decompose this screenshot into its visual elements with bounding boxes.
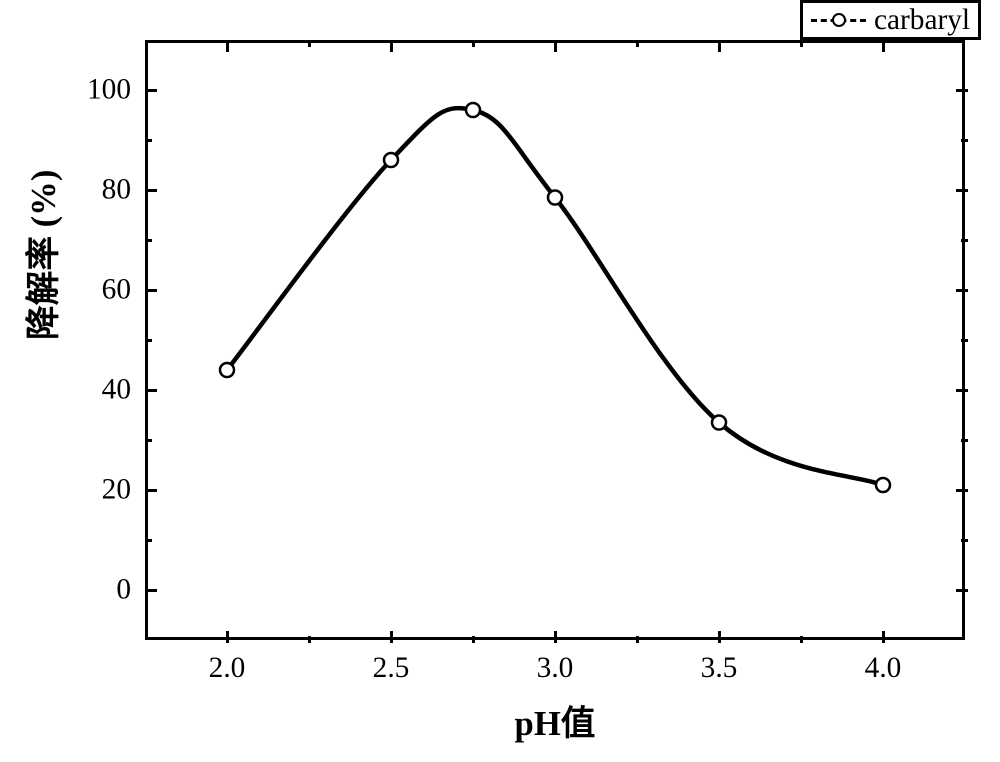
axis-tick	[800, 40, 803, 47]
tick-label: 60	[102, 274, 131, 307]
axis-tick	[226, 40, 229, 52]
axis-tick	[961, 439, 968, 442]
data-marker-icon	[220, 363, 234, 377]
axis-tick	[882, 631, 885, 643]
axis-tick	[472, 40, 475, 47]
axis-tick	[145, 239, 152, 242]
axis-tick	[145, 89, 157, 92]
axis-tick	[718, 40, 721, 52]
axis-tick	[961, 139, 968, 142]
figure: 2.02.53.03.54.0020406080100 pH值 降解率 (%) …	[0, 0, 1000, 762]
axis-tick	[956, 189, 968, 192]
tick-label: 100	[87, 74, 131, 107]
axis-tick	[390, 40, 393, 52]
tick-label: 80	[102, 174, 131, 207]
legend-label: carbaryl	[874, 4, 970, 37]
axis-tick	[636, 636, 639, 643]
axis-tick	[308, 636, 311, 643]
plot-svg	[0, 0, 1000, 762]
tick-label: 3.0	[537, 652, 574, 685]
axis-tick	[145, 439, 152, 442]
axis-tick	[145, 489, 157, 492]
axis-tick	[145, 539, 152, 542]
axis-tick	[308, 40, 311, 47]
axis-tick	[961, 239, 968, 242]
series-line	[227, 108, 883, 485]
data-marker-icon	[876, 478, 890, 492]
axis-tick	[554, 40, 557, 52]
axis-tick	[718, 631, 721, 643]
axis-tick	[145, 139, 152, 142]
x-axis-label: pH值	[515, 695, 596, 745]
axis-tick	[145, 339, 152, 342]
axis-tick	[956, 89, 968, 92]
tick-label: 4.0	[865, 652, 902, 685]
data-marker-icon	[712, 416, 726, 430]
tick-label: 2.0	[209, 652, 246, 685]
tick-label: 2.5	[373, 652, 410, 685]
tick-label: 40	[102, 374, 131, 407]
axis-tick	[145, 189, 157, 192]
axis-tick	[956, 489, 968, 492]
axis-tick	[145, 389, 157, 392]
axis-tick	[636, 40, 639, 47]
tick-label: 20	[102, 474, 131, 507]
data-marker-icon	[384, 153, 398, 167]
axis-tick	[554, 631, 557, 643]
axis-tick	[882, 40, 885, 52]
axis-tick	[956, 589, 968, 592]
legend-marker-icon	[832, 13, 846, 27]
axis-tick	[145, 589, 157, 592]
tick-label: 0	[116, 574, 131, 607]
axis-tick	[956, 289, 968, 292]
axis-tick	[961, 339, 968, 342]
data-marker-icon	[548, 191, 562, 205]
axis-tick	[961, 539, 968, 542]
axis-tick	[390, 631, 393, 643]
axis-tick	[472, 636, 475, 643]
axis-tick	[956, 389, 968, 392]
axis-tick	[145, 289, 157, 292]
legend: carbaryl	[800, 0, 981, 40]
y-axis-label: 降解率 (%)	[15, 170, 65, 340]
data-marker-icon	[466, 103, 480, 117]
legend-sample-line	[811, 19, 866, 22]
tick-label: 3.5	[701, 652, 738, 685]
axis-tick	[226, 631, 229, 643]
axis-tick	[800, 636, 803, 643]
